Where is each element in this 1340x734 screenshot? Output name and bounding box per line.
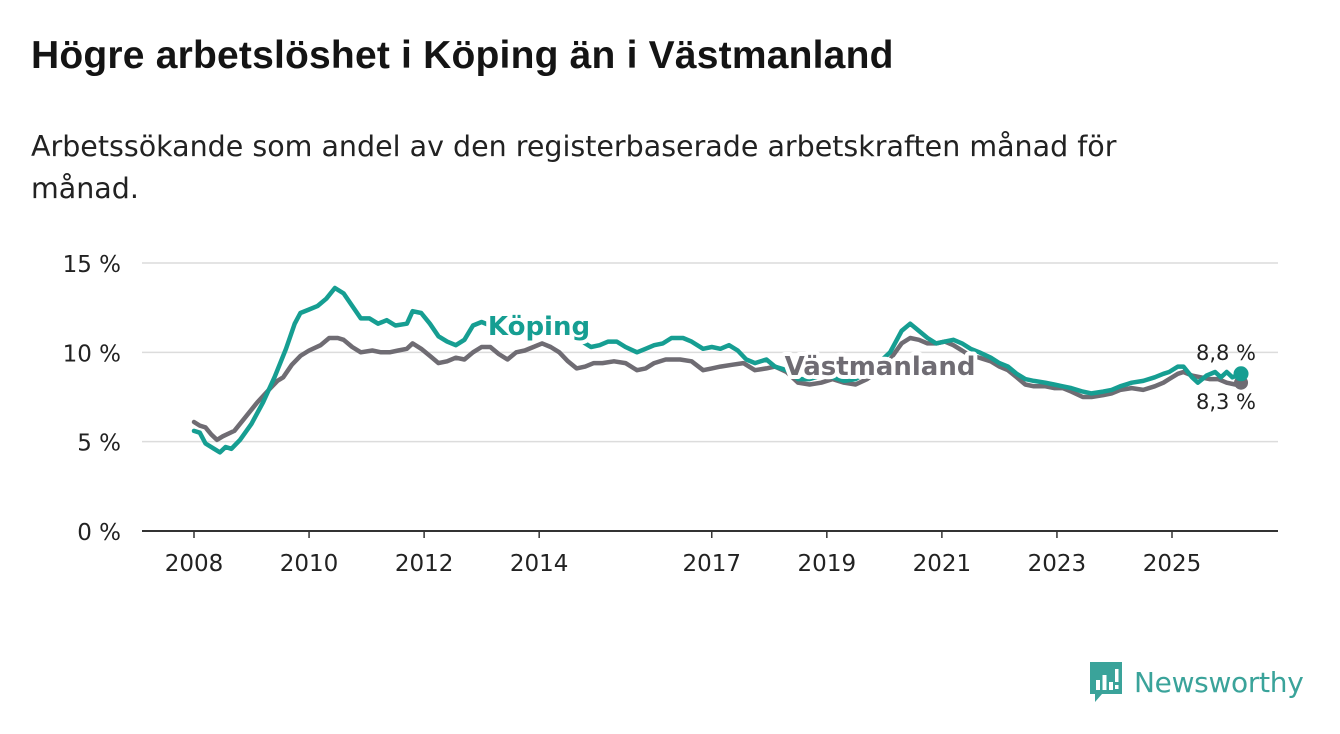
series-line-vastmanland xyxy=(191,335,1244,443)
y-tick-label: 5 % xyxy=(77,431,121,457)
end-label-vastmanland: 8,3 % xyxy=(1196,390,1256,414)
x-tick-label: 2025 xyxy=(1143,551,1202,577)
brand-name: Newsworthy xyxy=(1134,665,1304,699)
end-marker-koping xyxy=(1233,366,1249,382)
x-tick-label: 2008 xyxy=(165,551,224,577)
brand: Newsworthy xyxy=(1088,660,1304,704)
y-tick-label: 10 % xyxy=(63,341,121,367)
series-line-koping xyxy=(191,285,1244,455)
chart-title: Högre arbetslöshet i Köping än i Västman… xyxy=(31,34,894,77)
x-tick-label: 2017 xyxy=(682,551,741,577)
x-tick-label: 2010 xyxy=(280,551,339,577)
y-tick-label: 15 % xyxy=(63,252,121,278)
chart-subtitle: Arbetssökande som andel av den registerb… xyxy=(31,130,1117,205)
series-label-koping: Köping xyxy=(488,312,590,342)
x-tick-label: 2014 xyxy=(510,551,569,577)
x-tick-label: 2021 xyxy=(913,551,972,577)
end-label-koping: 8,8 % xyxy=(1196,341,1256,365)
y-tick-label: 0 % xyxy=(77,520,121,546)
line-chart: 0 % 5 % 10 % 15 % 2008 2010 2012 2014 2017 2019 20… xyxy=(63,252,1278,577)
newsworthy-logo-icon xyxy=(1090,662,1122,702)
series-label-vastmanland: Västmanland xyxy=(785,352,976,382)
x-tick-label: 2012 xyxy=(395,551,454,577)
x-tick-label: 2019 xyxy=(798,551,857,577)
x-tick-label: 2023 xyxy=(1028,551,1087,577)
